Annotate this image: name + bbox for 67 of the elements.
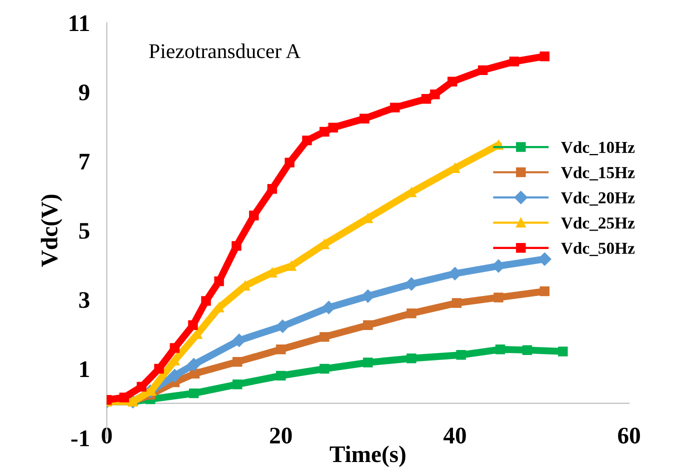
point [361,290,375,303]
x-tick-label: 40 [443,428,466,444]
point [447,76,458,86]
legend-label: Vdc_10Hz [561,141,635,156]
point [320,126,330,137]
point [201,296,211,306]
point [406,354,416,364]
point [494,292,504,302]
y-tick-label: 1 [80,361,89,377]
point [187,358,200,372]
y-tick-label: 5 [79,223,90,239]
point [168,369,182,382]
point [188,320,198,330]
point [320,332,330,342]
point [456,350,466,360]
point [286,261,296,271]
x-tick-label: 20 [270,428,292,444]
point [322,300,336,314]
point [232,379,242,390]
point [421,94,432,104]
y-tick-label: 11 [70,15,89,31]
point [509,56,520,66]
point [276,344,286,354]
point [267,184,278,194]
y-tick-label: 9 [78,84,90,100]
point [540,286,550,296]
point [390,102,400,112]
point [276,370,286,381]
point [406,308,416,318]
annotation: Piezotransducer A [149,44,301,58]
point [232,334,246,347]
legend-label: Vdc_50Hz [561,242,635,256]
point [363,358,373,368]
y-axis-title: Vdc(V) [40,194,62,267]
point [214,276,224,286]
point [328,122,338,132]
point [522,345,532,355]
point [452,298,462,308]
point [540,51,550,62]
point [320,364,330,374]
point [136,382,146,392]
point [430,90,440,100]
legend-label: Vdc_15Hz [561,166,635,180]
legend-label: Vdc_25Hz [561,216,635,231]
x-axis-title: Time(s) [330,446,406,468]
point [495,344,506,354]
x-tick-label: 60 [618,428,640,444]
point [190,368,200,378]
y-tick-label: 3 [79,292,90,308]
x-tick-label: 0 [102,428,112,444]
y-tick-label: -1 [71,430,89,446]
point [302,136,312,146]
point [360,114,370,124]
point [188,388,199,398]
legend-label: Vdc_20Hz [561,192,635,206]
point [119,392,130,402]
point [154,364,164,374]
point [249,210,259,220]
point [284,158,294,168]
point [232,241,242,251]
point [478,65,488,76]
point [363,320,373,330]
point [558,346,568,356]
point [232,356,242,367]
y-tick-label: 7 [80,154,90,170]
point [276,320,290,333]
point [170,343,180,353]
